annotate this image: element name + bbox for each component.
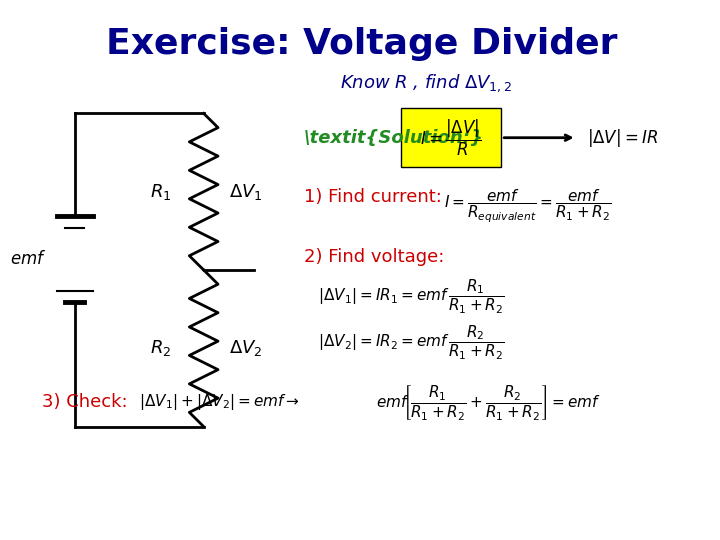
Text: Know $R$ , find $\Delta V_{1,2}$: Know $R$ , find $\Delta V_{1,2}$ [340, 73, 512, 94]
Text: $\Delta V_2$: $\Delta V_2$ [229, 338, 262, 359]
FancyBboxPatch shape [401, 108, 501, 167]
Text: \textit{Solution:}: \textit{Solution:} [304, 129, 484, 147]
Text: 3) Check:: 3) Check: [42, 393, 128, 411]
Text: 2) Find voltage:: 2) Find voltage: [304, 247, 444, 266]
Text: $R_1$: $R_1$ [150, 181, 171, 202]
Text: 1) Find current:: 1) Find current: [304, 188, 442, 206]
Text: $|\Delta V_1| = IR_1 = emf\,\dfrac{R_1}{R_1 + R_2}$: $|\Delta V_1| = IR_1 = emf\,\dfrac{R_1}{… [318, 278, 505, 316]
Text: $R_2$: $R_2$ [150, 338, 171, 359]
Text: $I = \dfrac{|\Delta V|}{R}$: $I = \dfrac{|\Delta V|}{R}$ [420, 118, 482, 158]
Text: $I = \dfrac{emf}{R_{equivalent}} = \dfrac{emf}{R_1 + R_2}$: $I = \dfrac{emf}{R_{equivalent}} = \dfra… [444, 187, 611, 225]
Text: $|\Delta V| = IR$: $|\Delta V| = IR$ [588, 127, 659, 148]
Text: $\Delta V_1$: $\Delta V_1$ [229, 181, 262, 202]
Text: $emf\!\left[\dfrac{R_1}{R_1 + R_2} + \dfrac{R_2}{R_1 + R_2}\right] = emf$: $emf\!\left[\dfrac{R_1}{R_1 + R_2} + \df… [376, 383, 601, 422]
Text: $emf$: $emf$ [9, 250, 46, 268]
Text: $|\Delta V_2| = IR_2 = emf\,\dfrac{R_2}{R_1 + R_2}$: $|\Delta V_2| = IR_2 = emf\,\dfrac{R_2}{… [318, 324, 505, 362]
Text: Exercise: Voltage Divider: Exercise: Voltage Divider [106, 27, 617, 61]
Text: $|\Delta V_1| + |\Delta V_2| = emf \rightarrow$: $|\Delta V_1| + |\Delta V_2| = emf \righ… [139, 392, 300, 413]
